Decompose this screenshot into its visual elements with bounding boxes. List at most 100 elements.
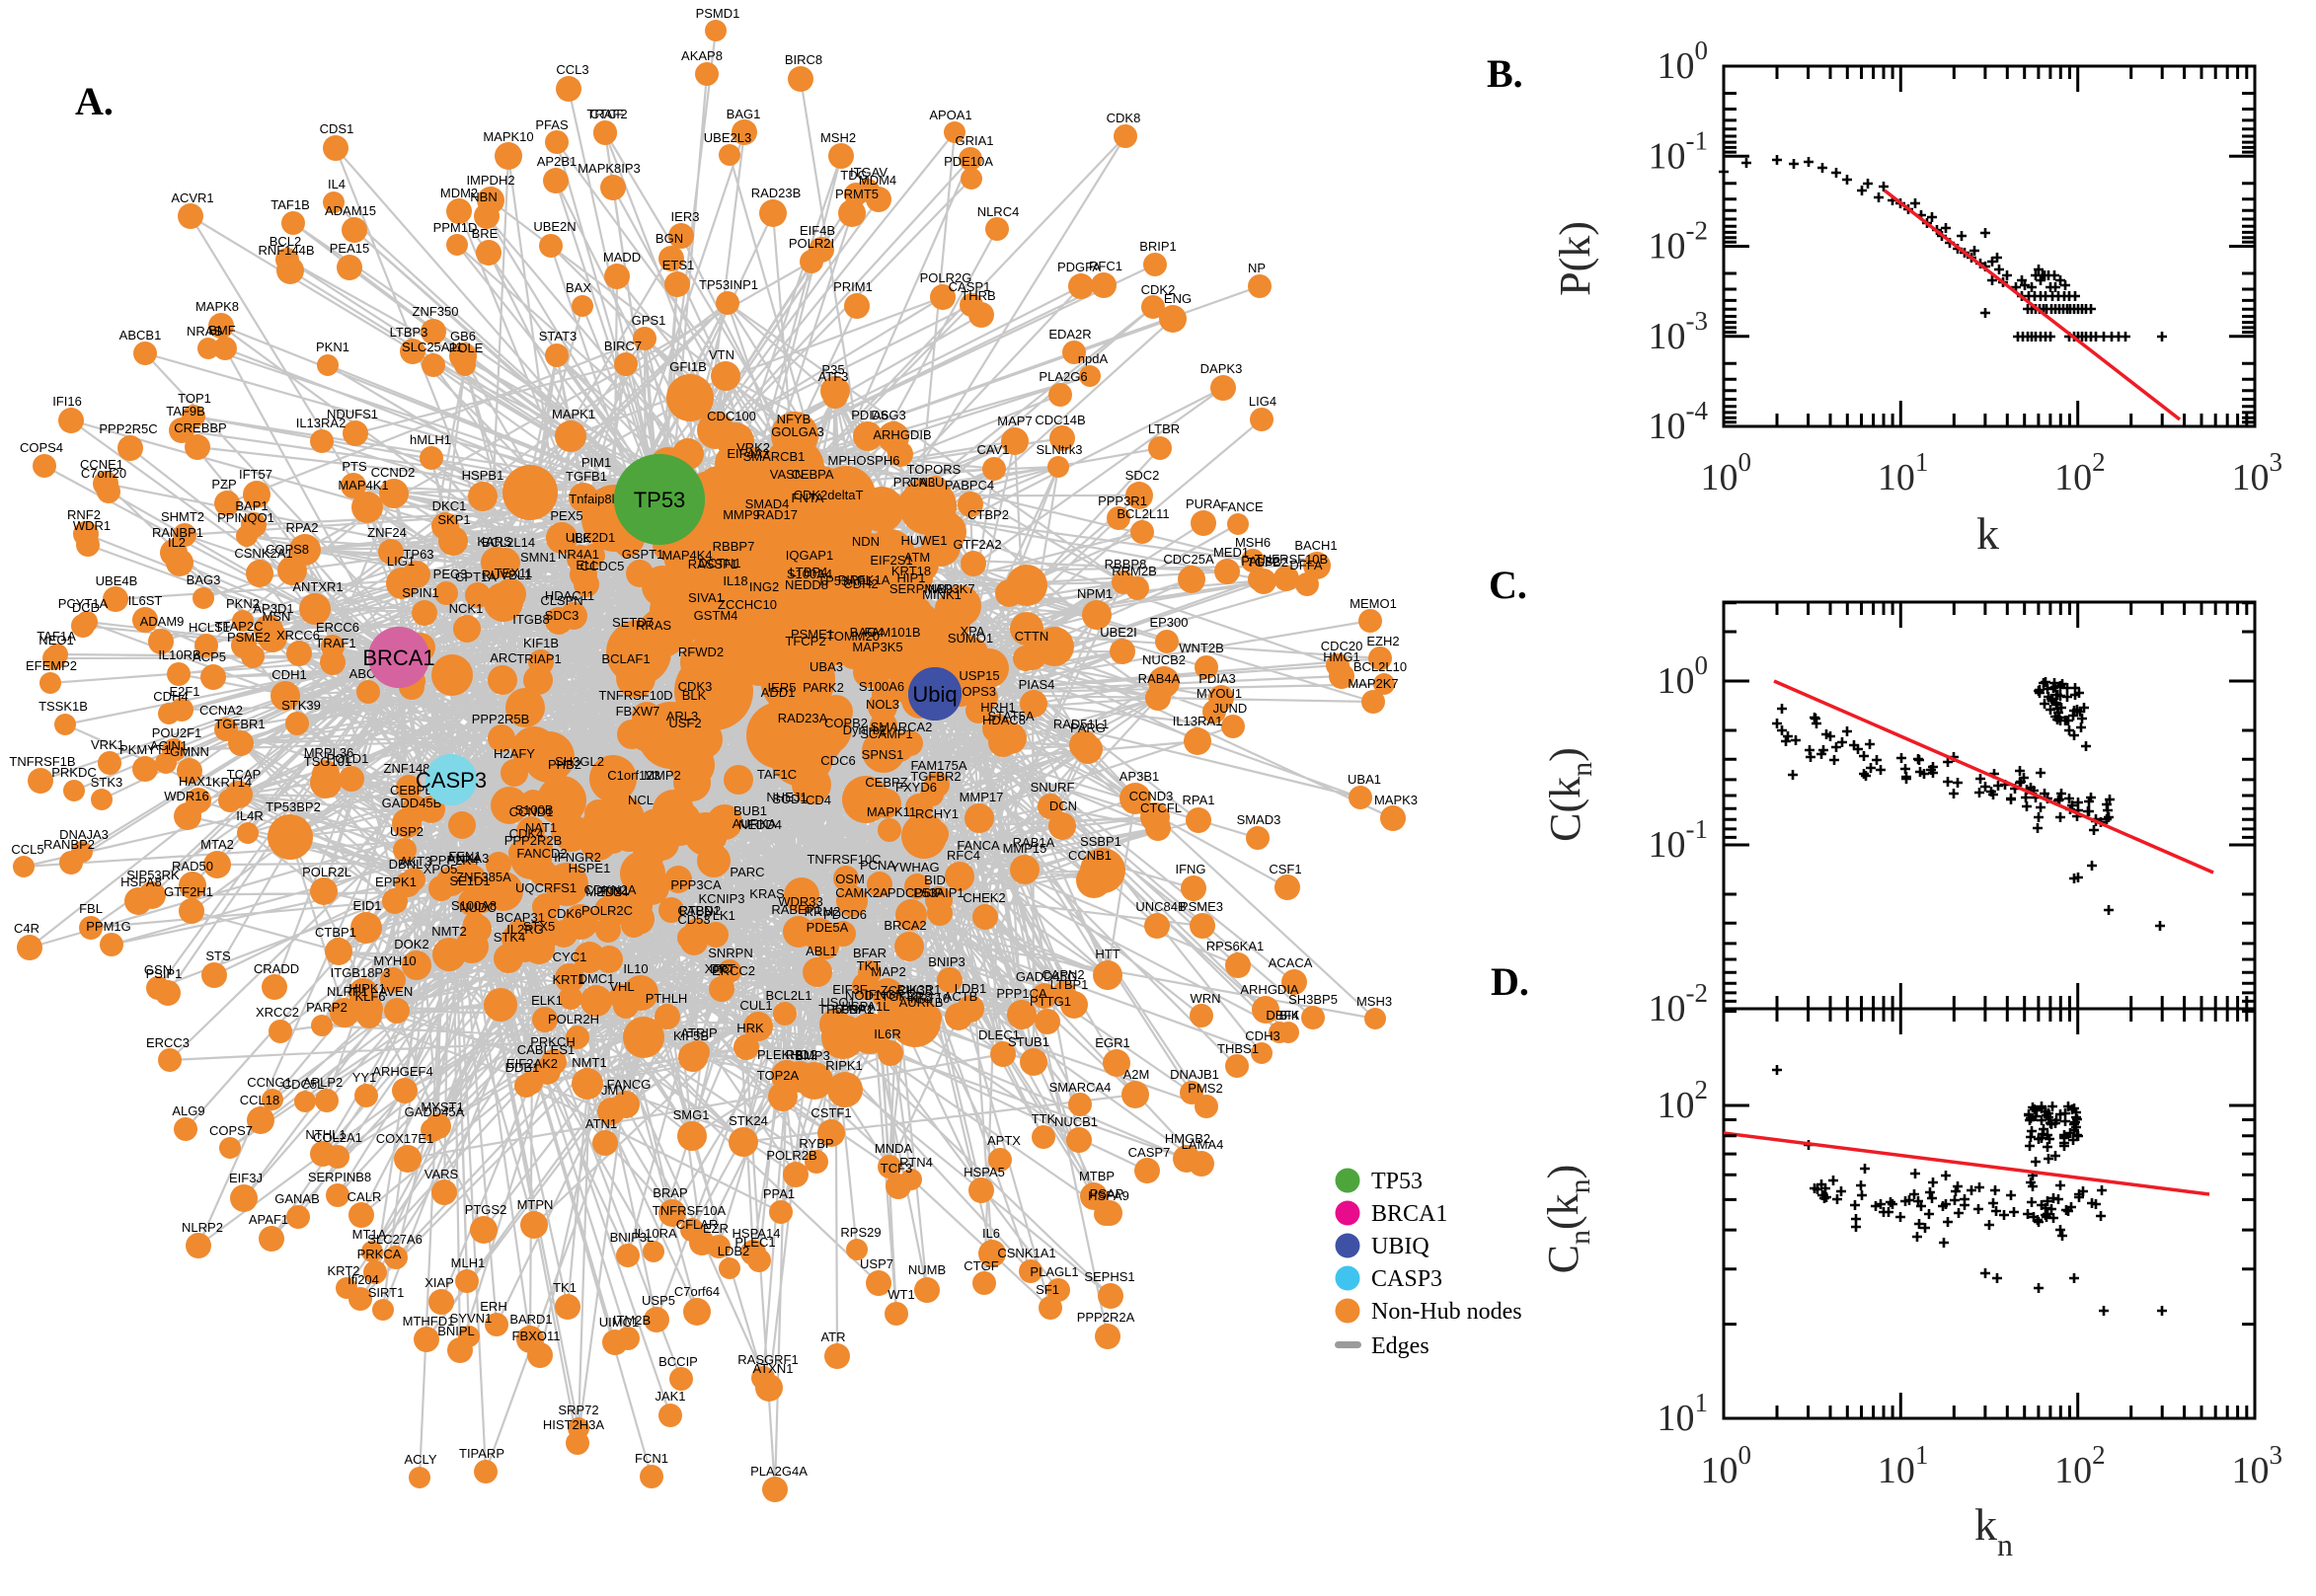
svg-text:YWHAG: YWHAG: [890, 860, 939, 874]
svg-text:NUMB: NUMB: [908, 1262, 946, 1277]
svg-text:KIF5B: KIF5B: [673, 1028, 709, 1043]
svg-text:BAG4: BAG4: [850, 625, 885, 640]
svg-text:PIN1: PIN1: [601, 883, 630, 898]
svg-text:BCLAF1: BCLAF1: [601, 651, 650, 666]
svg-text:ATN1: ATN1: [585, 1116, 617, 1131]
svg-text:JUND: JUND: [1213, 701, 1248, 716]
svg-text:USP5: USP5: [642, 1293, 675, 1308]
svg-text:TCAP: TCAP: [227, 767, 262, 782]
svg-text:BCL2L1: BCL2L1: [766, 988, 812, 1003]
svg-text:KARS: KARS: [477, 534, 512, 549]
svg-text:BCL2L10: BCL2L10: [1353, 659, 1407, 674]
svg-text:IFI16: IFI16: [52, 394, 82, 409]
svg-text:PEX5: PEX5: [550, 508, 582, 523]
svg-text:TOMM20: TOMM20: [826, 629, 880, 644]
svg-text:MYH10: MYH10: [373, 953, 416, 968]
svg-text:RPA2: RPA2: [286, 520, 319, 535]
svg-text:RNF2: RNF2: [67, 507, 101, 522]
svg-text:PURA: PURA: [1186, 496, 1221, 511]
svg-text:USP15: USP15: [959, 668, 999, 683]
svg-text:COPB2: COPB2: [824, 716, 868, 730]
svg-text:NRAS: NRAS: [187, 324, 222, 339]
svg-text:KCNIP3: KCNIP3: [699, 891, 745, 906]
svg-text:KRT1: KRT1: [553, 972, 585, 987]
svg-text:NPM1: NPM1: [1077, 586, 1113, 601]
svg-text:EIF3F: EIF3F: [832, 982, 867, 997]
svg-text:CSF1: CSF1: [1269, 862, 1301, 876]
svg-text:PABPC4: PABPC4: [945, 478, 994, 493]
svg-text:IL2RG: IL2RG: [506, 922, 544, 937]
svg-text:IFNG: IFNG: [1175, 862, 1205, 876]
svg-text:CALU: CALU: [910, 475, 945, 490]
svg-text:CDC5L: CDC5L: [282, 1077, 325, 1092]
svg-text:PRKDC: PRKDC: [51, 765, 97, 780]
svg-text:DPT: DPT: [710, 961, 735, 976]
svg-text:PARK2: PARK2: [803, 680, 844, 695]
svg-text:GSTM4: GSTM4: [694, 608, 738, 623]
svg-text:PARG: PARG: [1070, 721, 1106, 735]
svg-text:MAP2: MAP2: [871, 964, 905, 979]
svg-text:npdA: npdA: [1078, 351, 1109, 366]
svg-text:RANBP2: RANBP2: [43, 837, 95, 852]
svg-text:IL10: IL10: [623, 961, 648, 976]
svg-text:MTBP: MTBP: [1079, 1169, 1115, 1183]
svg-text:PTTG1: PTTG1: [1030, 994, 1071, 1009]
svg-text:ACLY: ACLY: [405, 1452, 437, 1467]
svg-text:IL10RB: IL10RB: [158, 647, 200, 662]
svg-text:EDA2R: EDA2R: [1048, 327, 1091, 342]
svg-text:EIF2S1: EIF2S1: [870, 553, 912, 568]
svg-text:TGFBR2: TGFBR2: [910, 769, 961, 784]
svg-text:FAM175A: FAM175A: [910, 758, 966, 773]
svg-text:ARHGEF4: ARHGEF4: [372, 1064, 432, 1079]
svg-text:IL13RA1: IL13RA1: [1173, 714, 1223, 728]
svg-text:APTX: APTX: [987, 1133, 1021, 1148]
svg-text:TOP1: TOP1: [178, 391, 211, 406]
svg-text:WT1: WT1: [888, 1287, 914, 1302]
svg-text:SDC3: SDC3: [545, 608, 579, 623]
svg-text:KRT18: KRT18: [891, 564, 931, 578]
svg-text:EP300: EP300: [1149, 615, 1188, 630]
svg-text:CDK4: CDK4: [509, 826, 544, 841]
svg-text:ERCC2: ERCC2: [712, 963, 755, 978]
svg-text:VARS: VARS: [425, 1167, 459, 1181]
svg-text:Dynlrb2: Dynlrb2: [843, 722, 888, 737]
svg-text:XPO5: XPO5: [424, 862, 458, 876]
svg-text:EIF4B: EIF4B: [800, 223, 835, 238]
svg-text:hMLH1: hMLH1: [410, 432, 451, 447]
svg-text:ELL: ELL: [576, 558, 598, 572]
svg-text:LIG4: LIG4: [1249, 394, 1276, 409]
svg-text:S100A8: S100A8: [451, 898, 497, 913]
svg-text:CCND1: CCND1: [509, 804, 554, 819]
svg-text:IL6ST: IL6ST: [128, 593, 163, 608]
svg-text:TEX11: TEX11: [495, 566, 533, 580]
svg-text:CASP7: CASP7: [1128, 1145, 1171, 1160]
svg-text:CCDC5: CCDC5: [580, 559, 625, 573]
svg-text:RRAS: RRAS: [636, 618, 671, 633]
svg-text:BCCIP: BCCIP: [658, 1354, 698, 1369]
svg-text:BIK: BIK: [1279, 1008, 1300, 1023]
svg-text:HSPB1: HSPB1: [462, 468, 504, 483]
svg-text:MAPK1: MAPK1: [552, 407, 595, 421]
svg-text:FBL: FBL: [79, 901, 103, 916]
svg-text:YY1: YY1: [352, 1070, 377, 1085]
svg-text:PLK1: PLK1: [704, 908, 735, 923]
svg-text:NFYB: NFYB: [777, 412, 811, 426]
svg-text:NMT1: NMT1: [572, 1055, 606, 1070]
svg-text:CSNK2A1: CSNK2A1: [234, 546, 292, 561]
svg-text:HDAC8: HDAC8: [982, 713, 1026, 727]
svg-text:PPP3R1: PPP3R1: [1098, 494, 1147, 508]
svg-text:NEDD4: NEDD4: [738, 817, 782, 832]
svg-text:USF2: USF2: [668, 716, 701, 730]
svg-text:BNIP3L: BNIP3L: [610, 1230, 655, 1245]
svg-text:RBL2: RBL2: [786, 1047, 818, 1062]
svg-text:FANCG: FANCG: [607, 1077, 652, 1092]
svg-text:PCNA: PCNA: [860, 858, 895, 873]
svg-text:GSPT1: GSPT1: [622, 547, 664, 562]
svg-text:HIP1: HIP1: [897, 570, 926, 585]
svg-text:RABEP1: RABEP1: [771, 902, 821, 917]
svg-text:GSN: GSN: [144, 962, 172, 977]
svg-text:ITM2B: ITM2B: [613, 1313, 651, 1328]
svg-text:KRT10: KRT10: [910, 991, 950, 1006]
svg-text:KRAS: KRAS: [749, 886, 785, 901]
svg-text:TGFB2: TGFB2: [1247, 555, 1288, 570]
